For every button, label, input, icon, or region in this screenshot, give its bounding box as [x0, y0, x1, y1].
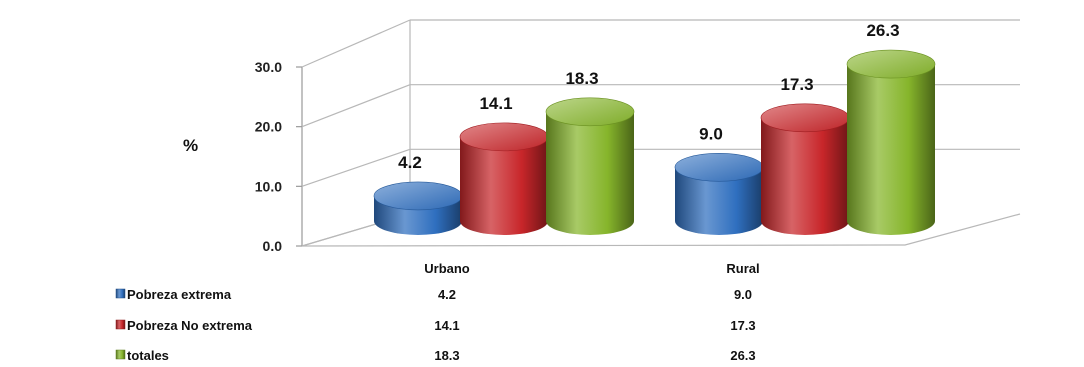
- category-labels: Urbano Rural: [424, 261, 759, 276]
- gridline-side: [301, 148, 411, 187]
- table-row: Pobreza extrema 4.2 9.0: [115, 287, 752, 302]
- y-tick-label: 30.0: [255, 59, 282, 75]
- bar-body: [546, 111, 634, 235]
- bar-top: [373, 181, 463, 211]
- y-tick-label: 0.0: [263, 238, 283, 254]
- bar: [846, 49, 936, 236]
- data-label: 18.3: [565, 69, 598, 88]
- table-cell: 17.3: [730, 318, 755, 333]
- legend-label: totales: [127, 348, 169, 363]
- y-tick-label: 10.0: [255, 178, 282, 194]
- bar-top: [846, 49, 936, 79]
- bar-body: [847, 64, 935, 236]
- table-cell: 4.2: [438, 287, 456, 302]
- category-label: Urbano: [424, 261, 470, 276]
- data-labels: 4.2 14.1 18.3 9.0 17.3 26.3: [398, 21, 899, 172]
- bars: [373, 49, 936, 236]
- table-cell: 9.0: [734, 287, 752, 302]
- bar: [545, 97, 635, 235]
- table-row: Pobreza No extrema 14.1 17.3: [115, 318, 756, 333]
- gridline-side: [301, 84, 411, 128]
- legend-swatch: [115, 319, 126, 330]
- legend-swatch: [115, 288, 126, 299]
- bar-body: [460, 136, 548, 235]
- gridline-side: [301, 19, 411, 68]
- data-table: Pobreza extrema 4.2 9.0 Pobreza No extrema 1…: [115, 287, 756, 363]
- bar-body: [675, 167, 763, 235]
- bar: [760, 103, 850, 235]
- bar: [373, 181, 463, 235]
- bar: [674, 153, 764, 235]
- bar-top: [674, 153, 764, 182]
- legend-label: Pobreza extrema: [127, 287, 232, 302]
- data-label: 4.2: [398, 153, 422, 172]
- data-label: 14.1: [479, 94, 512, 113]
- data-label: 9.0: [699, 124, 723, 143]
- category-label: Rural: [726, 261, 759, 276]
- legend-swatch: [115, 349, 126, 360]
- bar-top: [459, 122, 549, 152]
- y-axis-ticks: 0.0 10.0 20.0 30.0: [255, 59, 282, 254]
- table-cell: 18.3: [434, 348, 459, 363]
- bar: [459, 122, 549, 235]
- data-label: 26.3: [866, 21, 899, 40]
- legend-label: Pobreza No extrema: [127, 318, 253, 333]
- table-row: totales 18.3 26.3: [115, 348, 756, 363]
- data-label: 17.3: [780, 75, 813, 94]
- bar-body: [761, 117, 849, 235]
- bar-top: [760, 103, 850, 133]
- table-cell: 26.3: [730, 348, 755, 363]
- y-tick-label: 20.0: [255, 119, 282, 135]
- y-axis-label: %: [183, 136, 198, 155]
- bar-top: [545, 97, 635, 127]
- table-cell: 14.1: [434, 318, 459, 333]
